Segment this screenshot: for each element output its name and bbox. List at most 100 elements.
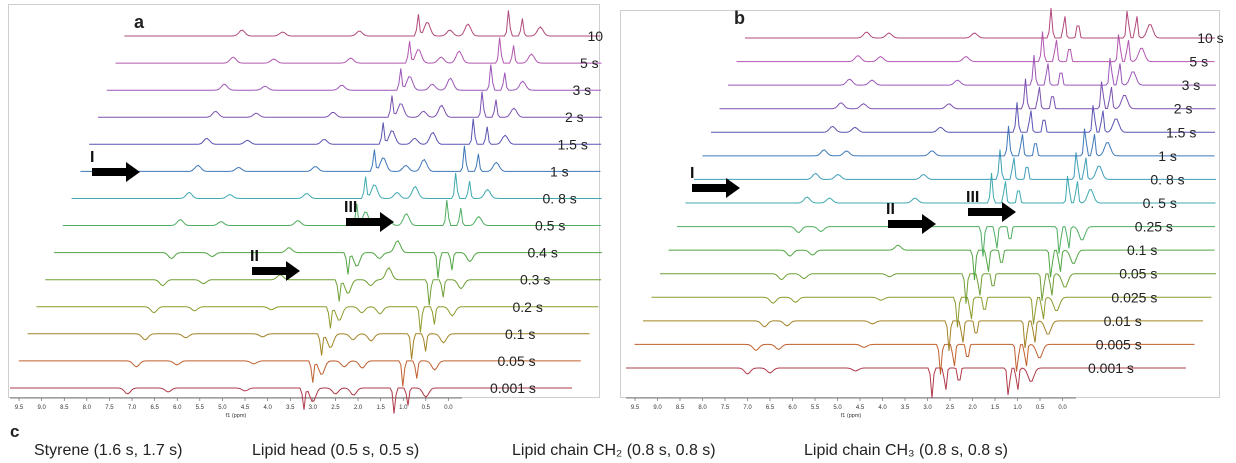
caption-row: c Styrene (1.6 s, 1.7 s) Lipid head (0.5… (0, 420, 1236, 463)
annotation-label: III (966, 189, 979, 206)
spectrum-trace (62, 199, 601, 226)
annotation-label: I (690, 165, 694, 182)
series-time-label: 1 s (550, 163, 569, 179)
x-tick-label: 5.5 (196, 405, 205, 411)
x-tick-label: 1.0 (1013, 405, 1022, 411)
x-tick-label: 0.0 (1058, 405, 1067, 411)
x-tick-label: 9.5 (15, 405, 24, 411)
x-tick-label: 1.5 (991, 405, 1000, 411)
panel-b-frame (620, 10, 1220, 398)
spectrum-trace (54, 240, 602, 279)
x-tick-label: 7.5 (105, 405, 114, 411)
nmr-panel-b: b 9.5 9.0 8.5 8.0 7.5 7.0 6.5 6.0 5.5 5.0 4.5 4.0 3.5… (618, 0, 1230, 420)
spectrum-trace (643, 320, 1203, 351)
series-time-label: 0.1 s (1127, 242, 1157, 258)
x-tick-label: 2.0 (354, 405, 363, 411)
x-tick-label: 0.5 (422, 405, 431, 411)
x-tick-label: 0.0 (444, 405, 453, 411)
caption-letter: c (10, 422, 20, 441)
x-tick-label: 8.0 (83, 405, 92, 411)
x-tick-label: 8.5 (676, 405, 685, 411)
x-tick-label: 4.0 (263, 405, 272, 411)
annotation-arrow (252, 261, 300, 281)
series-time-label: 5 s (1189, 54, 1208, 70)
series-time-label: 10 s (1197, 30, 1223, 46)
spectrum-trace (702, 125, 1215, 157)
spectrum-trace (45, 267, 602, 306)
series-time-label: 1.5 s (1166, 124, 1196, 140)
caption-lipid-chain-ch3: Lipid chain CH₃ (0.8 s, 0.8 s) (804, 442, 1008, 459)
series-time-label: 0.05 s (498, 353, 536, 369)
spectrum-trace (115, 37, 602, 64)
x-tick-label: 1.5 (376, 405, 385, 411)
annotation-arrow (692, 178, 740, 198)
spectrum-trace (677, 221, 1215, 257)
caption-lipid-chain-ch2: Lipid chain CH₂ (0.8 s, 0.8 s) (512, 442, 716, 459)
panel-b-chart: b 9.5 9.0 8.5 8.0 7.5 7.0 6.5 6.0 5.5 5.0 4.5 4.0 3.5… (626, 7, 1224, 419)
x-tick-label: 3.0 (309, 405, 318, 411)
series-time-label: 2 s (1174, 101, 1193, 117)
x-tick-label: 7.5 (721, 405, 730, 411)
spectrum-trace (651, 296, 1212, 328)
x-tick-label: 4.5 (241, 405, 250, 411)
series-time-label: 0.25 s (1135, 219, 1173, 235)
series-time-label: 5 s (580, 55, 599, 71)
spectrum-trace (10, 387, 572, 414)
x-tick-label: 2.0 (968, 405, 977, 411)
panel-a-frame (8, 4, 600, 398)
series-time-label: 1 s (1158, 148, 1177, 164)
x-tick-label: 5.0 (218, 405, 227, 411)
x-tick-label: 7.0 (128, 405, 137, 411)
x-tick-label: 4.0 (878, 405, 887, 411)
caption-styrene: Styrene (1.6 s, 1.7 s) (34, 442, 183, 459)
spectrum-trace (660, 273, 1216, 304)
spectrum-trace (27, 333, 590, 360)
x-tick-label: 1.0 (399, 405, 408, 411)
series-time-label: 3 s (1182, 77, 1201, 93)
series-time-label: 0.025 s (1111, 289, 1157, 305)
x-tick-label: 9.0 (653, 405, 662, 411)
x-tick-label: 6.5 (150, 405, 159, 411)
annotation-arrow (346, 212, 394, 232)
spectrum-trace (98, 91, 602, 118)
x-tick-label: 3.0 (923, 405, 932, 411)
series-time-label: 1.5 s (558, 136, 588, 152)
nmr-panel-a: a 9.5 9.0 8.5 8.0 7.5 7.0 6.5 6.0 5.5 5.0 4.5 4.0 3.5… (0, 0, 606, 420)
x-tick-label: 8.5 (60, 405, 69, 411)
x-tick-label: 6.5 (766, 405, 775, 411)
series-time-label: 0. 8 s (543, 190, 577, 206)
x-tick-label: 9.5 (631, 405, 640, 411)
spectrum-trace (728, 55, 1216, 86)
x-tick-label: 7.0 (743, 405, 752, 411)
spectrum-trace (106, 64, 601, 91)
x-tick-label: 4.5 (856, 405, 865, 411)
x-tick-label: 2.5 (331, 405, 340, 411)
caption-lipid-head: Lipid head (0.5 s, 0.5 s) (252, 442, 420, 459)
spectrum-trace (694, 149, 1216, 180)
series-time-label: 0.01 s (1104, 313, 1142, 329)
x-tick-label: 9.0 (37, 405, 46, 411)
spectrum-trace (36, 306, 599, 333)
annotation-arrow (968, 202, 1016, 222)
series-time-label: 0. 5 s (1143, 195, 1177, 211)
annotation-label: II (250, 248, 259, 265)
spectrum-trace (634, 343, 1195, 375)
spectrum-trace (719, 78, 1216, 110)
annotation-arrow (888, 214, 936, 234)
annotation-label: I (90, 149, 94, 166)
series-time-label: 0.5 s (535, 218, 565, 234)
series-time-label: 0.001 s (1088, 360, 1134, 376)
x-tick-label: 2.5 (946, 405, 955, 411)
spectrum-trace (668, 244, 1215, 281)
spectrum-trace (745, 7, 1215, 39)
x-tick-label: 6.0 (788, 405, 797, 411)
spectrum-trace (18, 360, 581, 387)
series-time-label: 0.3 s (520, 272, 550, 288)
x-tick-label: 0.5 (1036, 405, 1045, 411)
spectrum-trace (736, 31, 1215, 63)
panel-letter: a (134, 12, 145, 32)
x-tick-label: 8.0 (698, 405, 707, 411)
spectrum-trace (124, 10, 601, 37)
x-tick-label: 3.5 (286, 405, 295, 411)
annotation-label: III (344, 199, 357, 216)
